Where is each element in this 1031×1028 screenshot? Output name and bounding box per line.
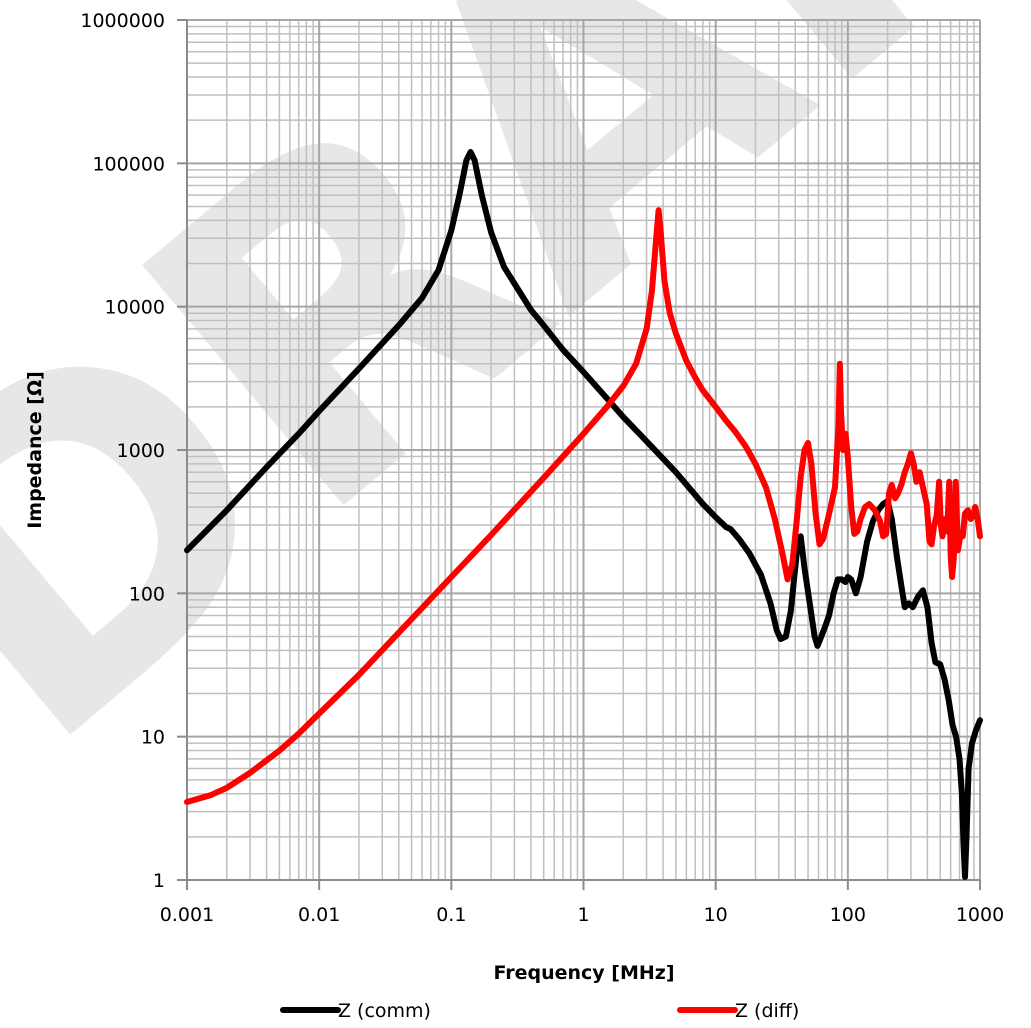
x-tick-label: 100 bbox=[830, 904, 866, 926]
y-tick-label: 100000 bbox=[92, 153, 165, 175]
y-tick-labels: 1 10 100 1000 10000 100000 1000000 bbox=[80, 10, 165, 892]
y-tick-label: 1000000 bbox=[80, 10, 165, 32]
y-axis-title: Impedance [Ω] bbox=[24, 371, 46, 529]
legend-label: Z (diff) bbox=[735, 1000, 799, 1022]
y-tick-label: 10 bbox=[141, 727, 165, 749]
series-line-z-comm bbox=[184, 149, 983, 880]
y-tick-label: 1 bbox=[153, 870, 165, 892]
series-layer bbox=[184, 149, 983, 880]
series-line-z-diff bbox=[184, 207, 983, 805]
y-tick-label: 100 bbox=[129, 583, 165, 605]
y-tick-label: 1000 bbox=[117, 440, 165, 462]
x-tick-label: 1000 bbox=[956, 904, 1004, 926]
x-tick-label: 0.01 bbox=[298, 904, 340, 926]
x-tick-labels: 0.001 0.01 0.1 1 10 100 1000 bbox=[160, 904, 1004, 926]
x-tick-label: 10 bbox=[704, 904, 728, 926]
x-tick-label: 0.1 bbox=[436, 904, 466, 926]
legend-label: Z (comm) bbox=[338, 1000, 431, 1022]
x-axis-title: Frequency [MHz] bbox=[493, 962, 674, 984]
y-tick-label: 10000 bbox=[105, 297, 165, 319]
draft-watermark: DRAFT bbox=[0, 0, 1031, 838]
x-tick-label: 0.001 bbox=[160, 904, 214, 926]
legend: Z (comm) Z (diff) bbox=[280, 1000, 799, 1022]
x-tick-label: 1 bbox=[577, 904, 589, 926]
plot-frame bbox=[177, 19, 981, 890]
